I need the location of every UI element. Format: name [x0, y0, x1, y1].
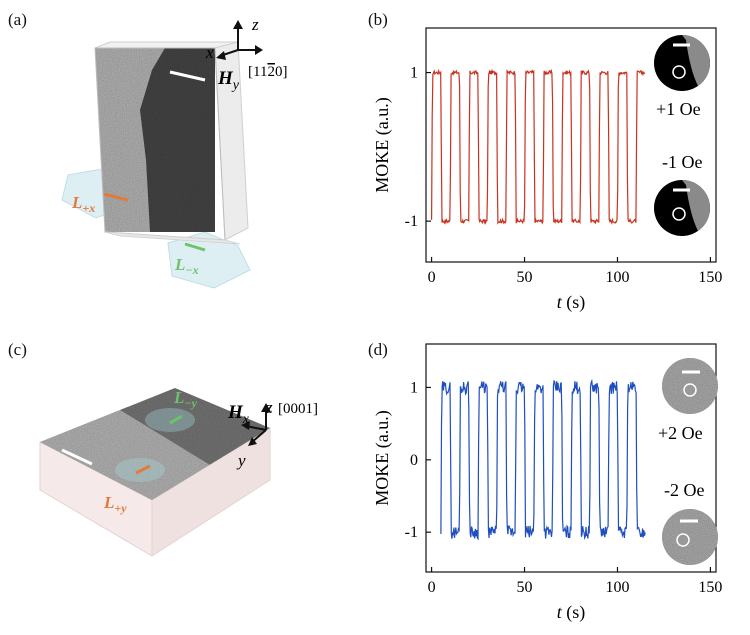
inset-label-b-pos: +1 Oe: [656, 99, 701, 119]
laser-arrow-plus-x: [103, 192, 129, 202]
plot-frame: [425, 343, 717, 573]
y-tick-label: -1: [405, 213, 418, 230]
panel-a-illustration: L+x L−x z x Hy [1120]: [61, 15, 287, 289]
laser-label-plus-y: L+y: [103, 493, 127, 515]
x-tick-label: 100: [605, 269, 629, 286]
chart-b: 0 50 100 150 -1 1 t (s) MOKE (a.u.) +1 Oe -1 Oe: [372, 27, 722, 313]
scale-bar-a: [169, 70, 206, 82]
x-axis-label: t (s): [557, 292, 586, 313]
inset-label-b-neg: -1 Oe: [662, 152, 702, 172]
laser-arrow-plus-y: [135, 464, 151, 475]
series-line: [431, 68, 646, 225]
y-axis-label: MOKE (a.u.): [372, 97, 393, 192]
panel-label-c: (c): [8, 340, 27, 359]
panel-label-b: (b): [368, 10, 388, 29]
x-tick-label: 0: [428, 269, 436, 286]
y-tick-label: 1: [410, 65, 418, 82]
inset-image-b-bottom: [654, 180, 710, 236]
laser-label-minus-y: L−y: [173, 388, 198, 410]
y-tick-label: 0: [410, 452, 418, 469]
axis-y-c: y: [236, 451, 246, 470]
series-line: [440, 378, 646, 541]
chart-b-plot: 0 50 100 150 -1 1 t (s) MOKE (a.u.): [372, 27, 722, 313]
laser-arrow-minus-y: [169, 414, 183, 425]
y-axis-label: MOKE (a.u.): [372, 410, 393, 505]
panel-label-d: (d): [368, 340, 388, 359]
field-label-a: Hy: [217, 68, 240, 93]
x-tick-label: 150: [698, 579, 722, 596]
x-tick-label: 50: [517, 579, 533, 596]
axis-z-c: z: [265, 398, 273, 417]
chart-d: 0 50 100 150 -1 0 1 t (s) MOKE (a.u.) +2 Oe -2 O…: [372, 343, 722, 623]
inset-image-d-bottom: [662, 509, 718, 565]
y-tick-label: -1: [405, 524, 418, 541]
direction-a: [1120]: [248, 64, 287, 80]
x-axis-label: t (s): [557, 602, 586, 623]
x-tick-label: 100: [605, 579, 629, 596]
x-tick-label: 50: [517, 269, 533, 286]
inset-image-d-top: [662, 358, 718, 414]
y-tick-label: 1: [410, 379, 418, 396]
scale-bar-c: [61, 448, 93, 466]
direction-c: [0001]: [278, 401, 318, 417]
plot-frame: [425, 27, 717, 263]
panel-c-illustration: L−y L+y Hx z [0001] y: [39, 388, 318, 557]
x-tick-label: 0: [428, 579, 436, 596]
field-label-c: Hx: [227, 402, 250, 427]
panel-label-a: (a): [8, 10, 27, 29]
x-tick-label: 150: [698, 269, 722, 286]
laser-arrow-minus-x: [184, 242, 206, 252]
inset-label-d-pos: +2 Oe: [658, 423, 703, 443]
axis-z-a: z: [251, 15, 259, 34]
laser-label-minus-x: L−x: [174, 255, 199, 277]
chart-d-plot: 0 50 100 150 -1 0 1 t (s) MOKE (a.u.): [372, 343, 722, 623]
slab-right-face-c: [151, 427, 271, 557]
axis-x-a: x: [205, 43, 214, 62]
inset-image-b-top: [654, 35, 710, 91]
inset-label-d-neg: -2 Oe: [664, 480, 704, 500]
laser-label-plus-x: L+x: [71, 193, 95, 215]
